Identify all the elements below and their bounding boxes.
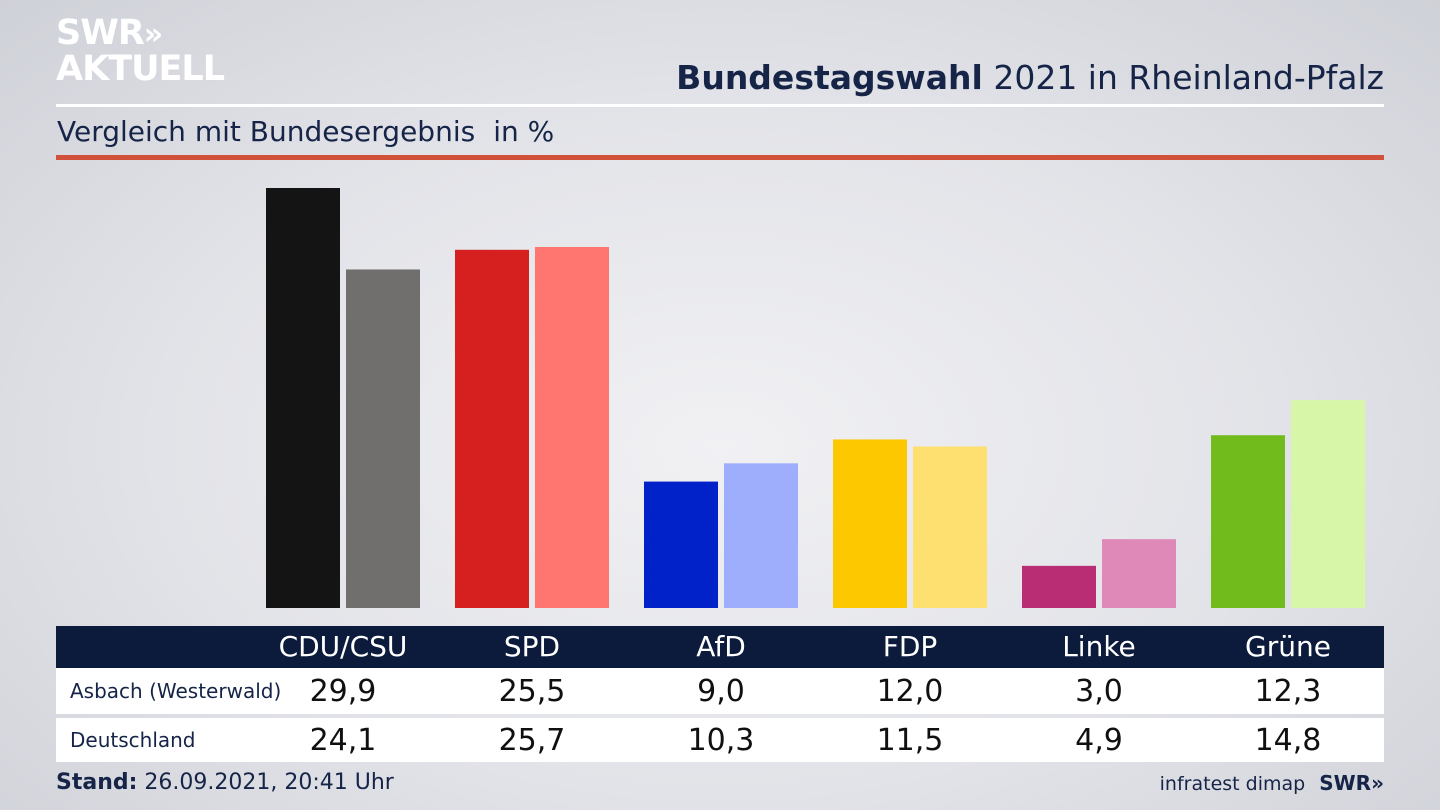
swr-aktuell-logo: SWR» AKTUELL — [56, 13, 225, 89]
bar-linke-asbach — [1022, 565, 1096, 608]
subtitle-unit: in % — [493, 115, 555, 148]
party-header-linke: Linke — [1062, 630, 1136, 663]
table-cell: 4,9 — [1075, 722, 1123, 758]
table-header: CDU/CSU SPD AfD FDP Linke Grüne — [56, 626, 1384, 668]
bar-spd-asbach — [455, 249, 529, 608]
party-header-afd: AfD — [696, 630, 746, 663]
row-label: Deutschland — [70, 728, 196, 752]
table-row-deutschland: Deutschland 24,1 25,7 10,3 11,5 4,9 14,8 — [56, 718, 1384, 762]
table-cell: 25,5 — [498, 673, 566, 709]
table-cell: 14,8 — [1254, 722, 1322, 758]
title-rest: 2021 in Rheinland-Pfalz — [993, 58, 1384, 97]
table-cell: 12,3 — [1254, 673, 1322, 709]
bar-fdp-asbach — [833, 439, 907, 608]
chart-subtitle: Vergleich mit Bundesergebnis in % — [57, 115, 554, 148]
bar-gr-ne-asbach — [1211, 435, 1285, 608]
table-cell: 3,0 — [1075, 673, 1123, 709]
party-header-fdp: FDP — [882, 630, 938, 663]
table-cell: 10,3 — [687, 722, 755, 758]
timestamp: Stand: 26.09.2021, 20:41 Uhr — [56, 770, 394, 795]
bar-spd-deutschland — [535, 246, 609, 609]
table-row-asbach: Asbach (Westerwald) 29,9 25,5 9,0 12,0 3… — [56, 668, 1384, 714]
title-bold: Bundestagswahl — [676, 58, 983, 97]
row-label: Asbach (Westerwald) — [70, 679, 282, 703]
bar-afd-asbach — [644, 481, 718, 608]
table-cell: 11,5 — [876, 722, 944, 758]
party-header-gruene: Grüne — [1245, 630, 1331, 663]
bar-linke-deutschland — [1102, 539, 1176, 608]
table-cell: 12,0 — [876, 673, 944, 709]
bar-fdp-deutschland — [913, 446, 987, 608]
logo-line2: AKTUELL — [56, 49, 225, 89]
stand-value: 26.09.2021, 20:41 Uhr — [144, 770, 394, 795]
party-header-cdu: CDU/CSU — [278, 630, 408, 663]
page-title: Bundestagswahl 2021 in Rheinland-Pfalz — [676, 58, 1384, 97]
subtitle-text: Vergleich mit Bundesergebnis — [57, 115, 476, 148]
stand-label: Stand: — [56, 770, 138, 795]
bar-chart — [266, 188, 1365, 609]
bar-afd-deutschland — [724, 463, 798, 608]
party-header-spd: SPD — [503, 630, 561, 663]
table-cell: 9,0 — [697, 673, 745, 709]
results-table: CDU/CSU SPD AfD FDP Linke Grüne Asbach (… — [56, 626, 1384, 762]
bar-cdu-csu-asbach — [266, 188, 340, 608]
accent-divider — [56, 155, 1384, 160]
source-credit: infratest dimap SWR» — [1160, 771, 1384, 795]
logo-line1: SWR — [56, 13, 145, 53]
bar-cdu-csu-deutschland — [346, 269, 420, 608]
table-cell: 25,7 — [498, 722, 566, 758]
footer-swr-logo: SWR» — [1319, 771, 1384, 795]
header-divider — [56, 104, 1384, 107]
bar-gr-ne-deutschland — [1291, 400, 1365, 608]
source-name: infratest dimap — [1159, 773, 1306, 795]
table-cell: 29,9 — [309, 673, 377, 709]
table-cell: 24,1 — [309, 722, 377, 758]
